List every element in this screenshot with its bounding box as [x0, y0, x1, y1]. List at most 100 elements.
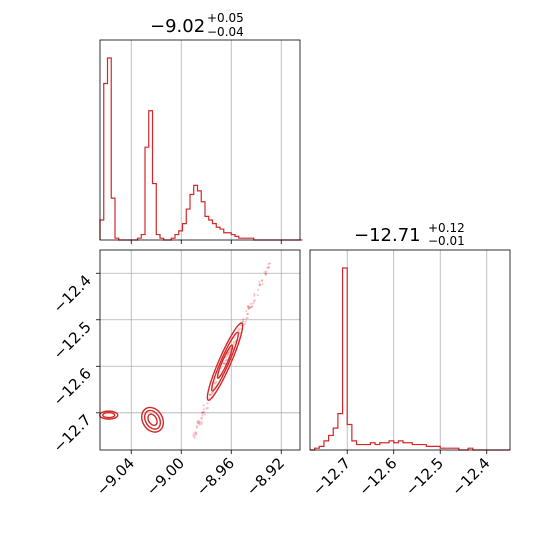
marginal-histogram-param1	[99, 39, 303, 244]
joint-point	[241, 320, 244, 323]
joint-point	[247, 307, 250, 310]
joint-point	[210, 392, 213, 396]
joint-point	[220, 367, 223, 370]
hist2-title-value: −12.71	[354, 225, 421, 246]
joint-point	[264, 273, 267, 276]
joint-point	[193, 436, 196, 439]
joint-point	[246, 305, 249, 308]
joint-contour	[140, 406, 165, 433]
hist2-tick-label: −12.7	[309, 454, 354, 499]
joint-point	[198, 423, 201, 426]
joint-point	[196, 422, 199, 425]
joint-point	[264, 272, 267, 275]
joint-point	[248, 307, 251, 310]
joint-point	[203, 411, 206, 414]
joint-point	[247, 305, 250, 308]
joint-point	[257, 288, 260, 291]
joint-point	[198, 420, 201, 423]
joint-frame	[99, 249, 301, 451]
hist2-tick-label: −12.5	[402, 454, 447, 499]
joint-point	[267, 266, 270, 269]
joint-contour	[216, 344, 234, 379]
joint-point	[195, 425, 198, 428]
joint-point	[197, 422, 200, 425]
joint-point	[237, 328, 240, 331]
joint-point	[267, 262, 270, 265]
joint-y-tick-label: −12.4	[50, 271, 95, 316]
hist2-title-plus: +0.12	[428, 221, 465, 235]
joint-point	[226, 353, 229, 356]
joint-point	[244, 320, 248, 323]
joint-point	[258, 283, 261, 286]
joint-point	[200, 417, 203, 420]
joint-point	[200, 422, 203, 425]
joint-point	[239, 327, 242, 330]
hist1-step-line	[99, 57, 303, 241]
joint-point	[202, 408, 205, 411]
joint-point	[258, 283, 261, 286]
joint-point	[258, 280, 261, 283]
joint-point	[246, 316, 249, 319]
joint-point	[252, 300, 256, 303]
joint-point	[252, 302, 255, 305]
joint-point	[206, 402, 209, 405]
joint-point	[214, 381, 217, 384]
joint-point	[246, 312, 249, 316]
joint-point	[261, 282, 264, 286]
joint-point	[238, 331, 242, 334]
joint-point	[192, 433, 195, 436]
joint-point	[208, 393, 211, 397]
joint-point	[197, 420, 200, 423]
joint-point	[200, 416, 203, 419]
joint-point	[260, 279, 263, 282]
joint-point	[245, 309, 248, 313]
joint-point	[227, 351, 230, 354]
joint-point	[208, 393, 212, 396]
joint-point	[196, 420, 199, 423]
joint-point	[242, 317, 245, 321]
hist2-step-line	[310, 267, 510, 451]
joint-point	[222, 362, 225, 365]
joint-point	[253, 292, 256, 296]
joint-x-tick-label: −8.96	[193, 454, 238, 499]
joint-point	[201, 411, 204, 414]
joint-point	[224, 359, 227, 363]
joint-point	[210, 391, 214, 394]
joint-contour	[102, 411, 116, 419]
joint-contour	[147, 413, 158, 427]
joint-point	[244, 322, 247, 326]
hist2-frame	[309, 249, 511, 451]
joint-point	[249, 306, 252, 309]
joint-point	[253, 299, 256, 302]
joint-y-tick-label: −12.5	[50, 318, 95, 363]
joint-point	[233, 336, 237, 339]
joint-point	[200, 420, 203, 424]
hist2-tick-label: −12.4	[448, 454, 493, 499]
joint-point	[266, 266, 269, 270]
joint-contour	[206, 322, 244, 401]
joint-point	[249, 302, 253, 305]
joint-point	[237, 329, 240, 332]
joint-point	[227, 351, 230, 354]
joint-contour	[210, 331, 240, 392]
hist1-frame	[99, 39, 301, 241]
joint-y-tick-label: −12.6	[50, 364, 95, 409]
joint-point	[232, 340, 235, 344]
joint-point	[261, 279, 264, 282]
joint-point	[201, 411, 204, 415]
joint-point	[208, 396, 211, 400]
joint-point	[195, 431, 198, 434]
joint-y-tick-label: −12.7	[50, 411, 95, 456]
joint-point	[194, 433, 197, 436]
joint-point	[223, 362, 227, 365]
joint-point	[250, 305, 253, 308]
joint-point	[225, 359, 228, 362]
joint-point	[206, 406, 209, 410]
joint-point	[209, 393, 212, 396]
joint-x-tick-label: −9.00	[143, 454, 188, 499]
joint-point	[256, 293, 259, 297]
joint-point	[198, 421, 201, 425]
joint-point	[263, 270, 266, 274]
joint-x-tick-label: −8.92	[243, 454, 288, 499]
